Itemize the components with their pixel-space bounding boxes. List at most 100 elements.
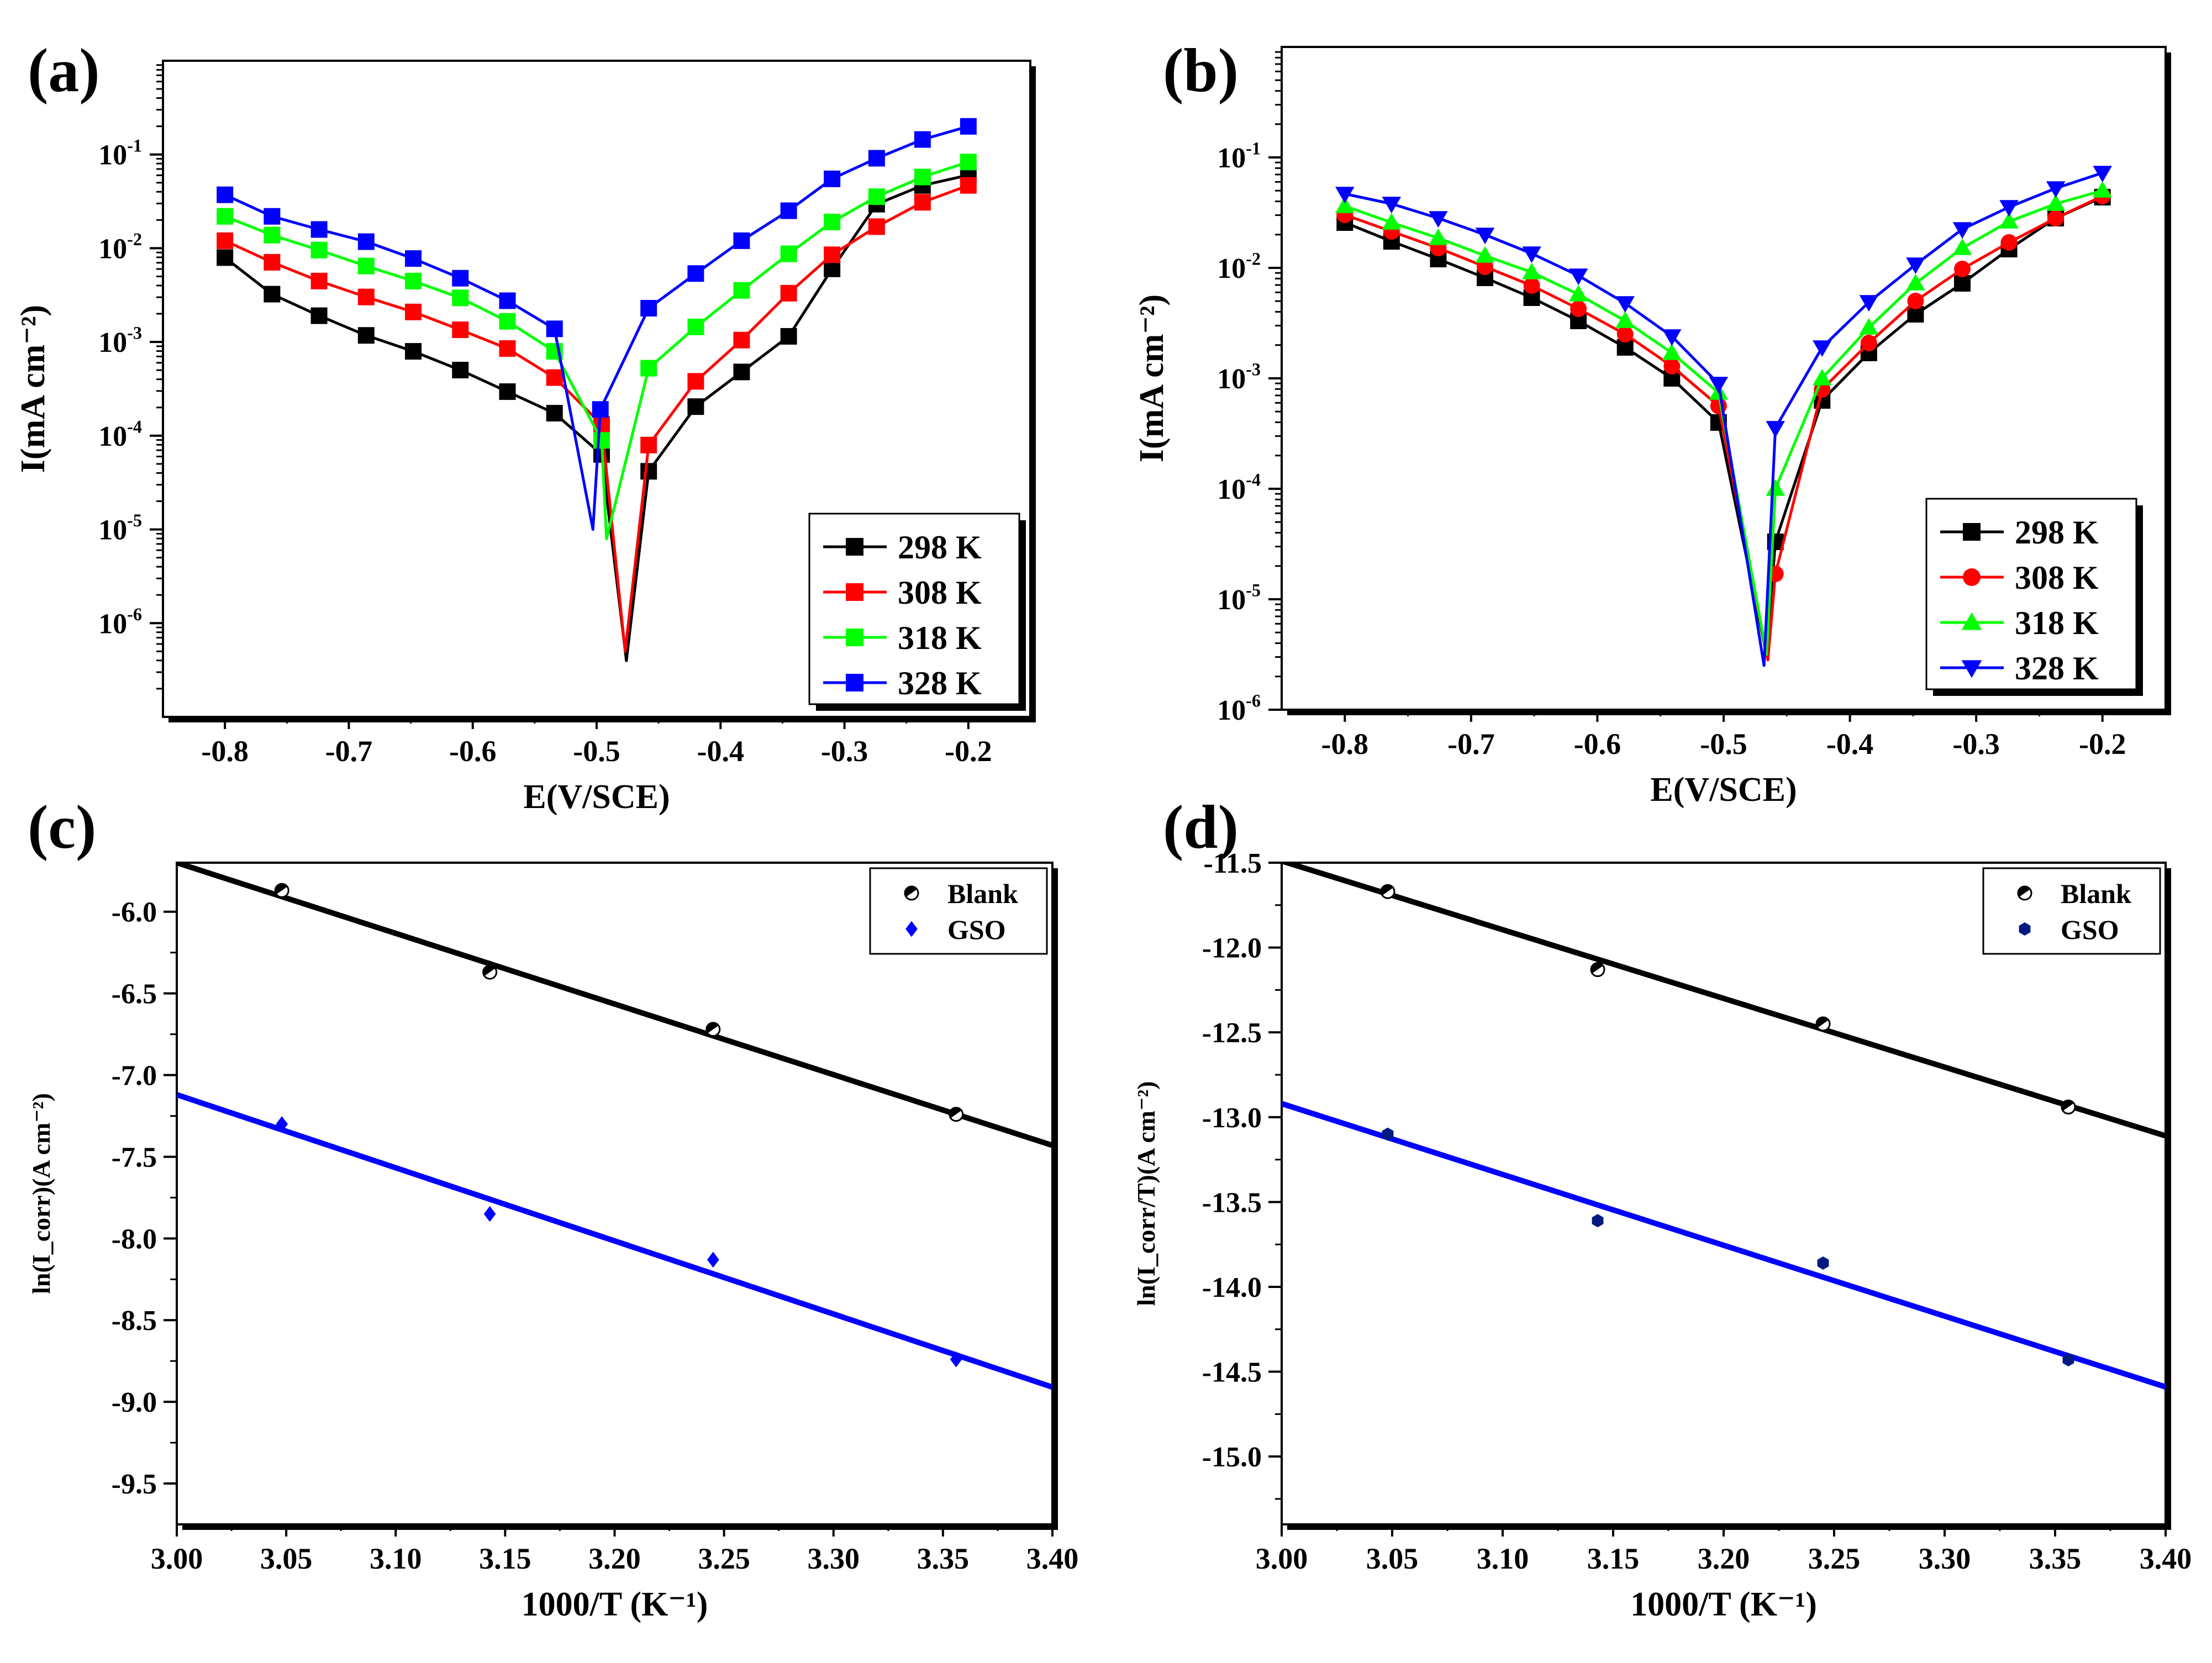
data-point [276,1116,288,1132]
legend: Blank GSO [869,867,1048,955]
data-point [824,213,841,230]
data-point [452,289,469,307]
legend-marker [1963,568,1981,586]
data-point [1766,421,1785,438]
plot-frame [1281,862,2167,1525]
data-point [1815,1016,1831,1032]
series-layer [177,863,1052,1390]
plot-frame [176,862,1054,1525]
data-point [592,401,609,418]
series-line-2 [1344,189,2103,656]
data-point [1335,187,1355,204]
y-tick-label: 10-6 [1217,691,1261,726]
legend-label: 328 K [898,665,982,701]
data-point [1663,358,1681,374]
panel-label-d: (d) [1163,793,1239,862]
x-tick-label: -0.6 [449,735,496,768]
legend-marker [846,583,863,601]
data-point [546,405,563,422]
series-layer [1282,863,2166,1390]
data-point [914,131,931,148]
x-tick-label: -0.6 [1574,727,1621,761]
legend-box [1982,867,2161,955]
data-point [687,373,704,390]
data-point [868,188,885,205]
legend-label: GSO [947,914,1006,945]
data-point [1766,479,1785,496]
x-tick-label: 3.25 [1808,1542,1861,1575]
data-point [733,331,750,349]
data-point [960,118,977,135]
panel-label-c: (c) [28,793,96,862]
y-tick-label: -8.5 [112,1305,157,1337]
y-tick-label: 10-2 [1217,249,1261,284]
data-point-fill [1816,1017,1829,1028]
data-point [1859,295,1879,312]
data-point-fill [949,1107,962,1118]
data-point [780,245,797,262]
x-tick-label: 3.00 [151,1542,203,1575]
legend-marker [904,885,919,901]
panel-label-b: (b) [1163,36,1239,105]
x-axis-label: E(V/SCE) [1650,771,1797,809]
data-point [217,208,234,225]
y-tick-label: 10-3 [98,323,142,358]
legend: Blank GSO [1982,867,2161,955]
data-point [1616,326,1634,342]
x-tick-label: 3.25 [698,1542,750,1575]
data-point-fill [2062,1100,2074,1111]
chart-panel-1: -0.8 -0.7 -0.6 -0.5 -0.4 -0.3 -0.2 10-6 10-5 10-4… [14,60,1036,816]
fit-line-1 [177,1092,1052,1390]
legend-box [808,513,1020,705]
data-point [405,303,422,320]
data-point [733,232,750,249]
x-tick-label: 3.20 [1698,1542,1750,1575]
data-point [1475,246,1495,263]
data-point [452,321,469,339]
legend-label: 298 K [898,529,982,566]
data-point [1568,268,1588,286]
x-tick-label: 3.05 [1366,1542,1419,1575]
legend-marker [1961,612,1982,630]
legend-label: Blank [947,878,1018,909]
y-tick-label: -8.0 [112,1223,157,1255]
y-axis-label: ln(I_corr/T)(A cm⁻²) [1132,1081,1160,1306]
x-tick-label: -0.3 [1952,727,1999,761]
data-point [1429,228,1448,245]
x-tick-label: -0.5 [1700,727,1747,761]
data-point [499,313,516,330]
data-point [707,1252,719,1268]
x-tick-label: -0.8 [201,735,248,768]
data-point-fill [483,965,496,976]
x-tick-label: 3.40 [2140,1542,2192,1575]
x-tick-label: -0.7 [1447,727,1494,761]
y-tick-label: 10-4 [1217,470,1261,505]
y-tick-label: -12.0 [1202,933,1262,964]
x-tick-label: -0.7 [325,735,372,768]
x-tick-label: -0.2 [945,735,992,768]
y-tick-label: 10-1 [1217,139,1261,174]
y-tick-label: -13.5 [1202,1187,1262,1218]
data-point [1906,273,1925,291]
legend-label: 318 K [898,620,982,656]
legend-marker [905,921,918,937]
legend-label: 308 K [2015,559,2099,596]
legend-label: Blank [2061,878,2131,909]
x-axis-label: E(V/SCE) [523,778,670,816]
x-tick-label: 3.10 [1477,1542,1529,1575]
fit-line-0 [177,863,1052,1148]
data-point [868,150,885,167]
data-point [1813,340,1832,357]
x-tick-label: -0.2 [2079,727,2126,761]
y-tick-label: -7.5 [112,1142,157,1173]
legend-label: GSO [2061,914,2119,945]
legend-label: 298 K [2015,514,2099,551]
y-tick-label: 10-1 [98,135,142,171]
data-point [2061,1099,2076,1115]
data-point-fill [275,884,288,895]
legend-box [869,867,1048,955]
data-point [687,265,704,282]
x-tick-label: -0.4 [697,735,744,768]
data-point [1662,329,1682,346]
